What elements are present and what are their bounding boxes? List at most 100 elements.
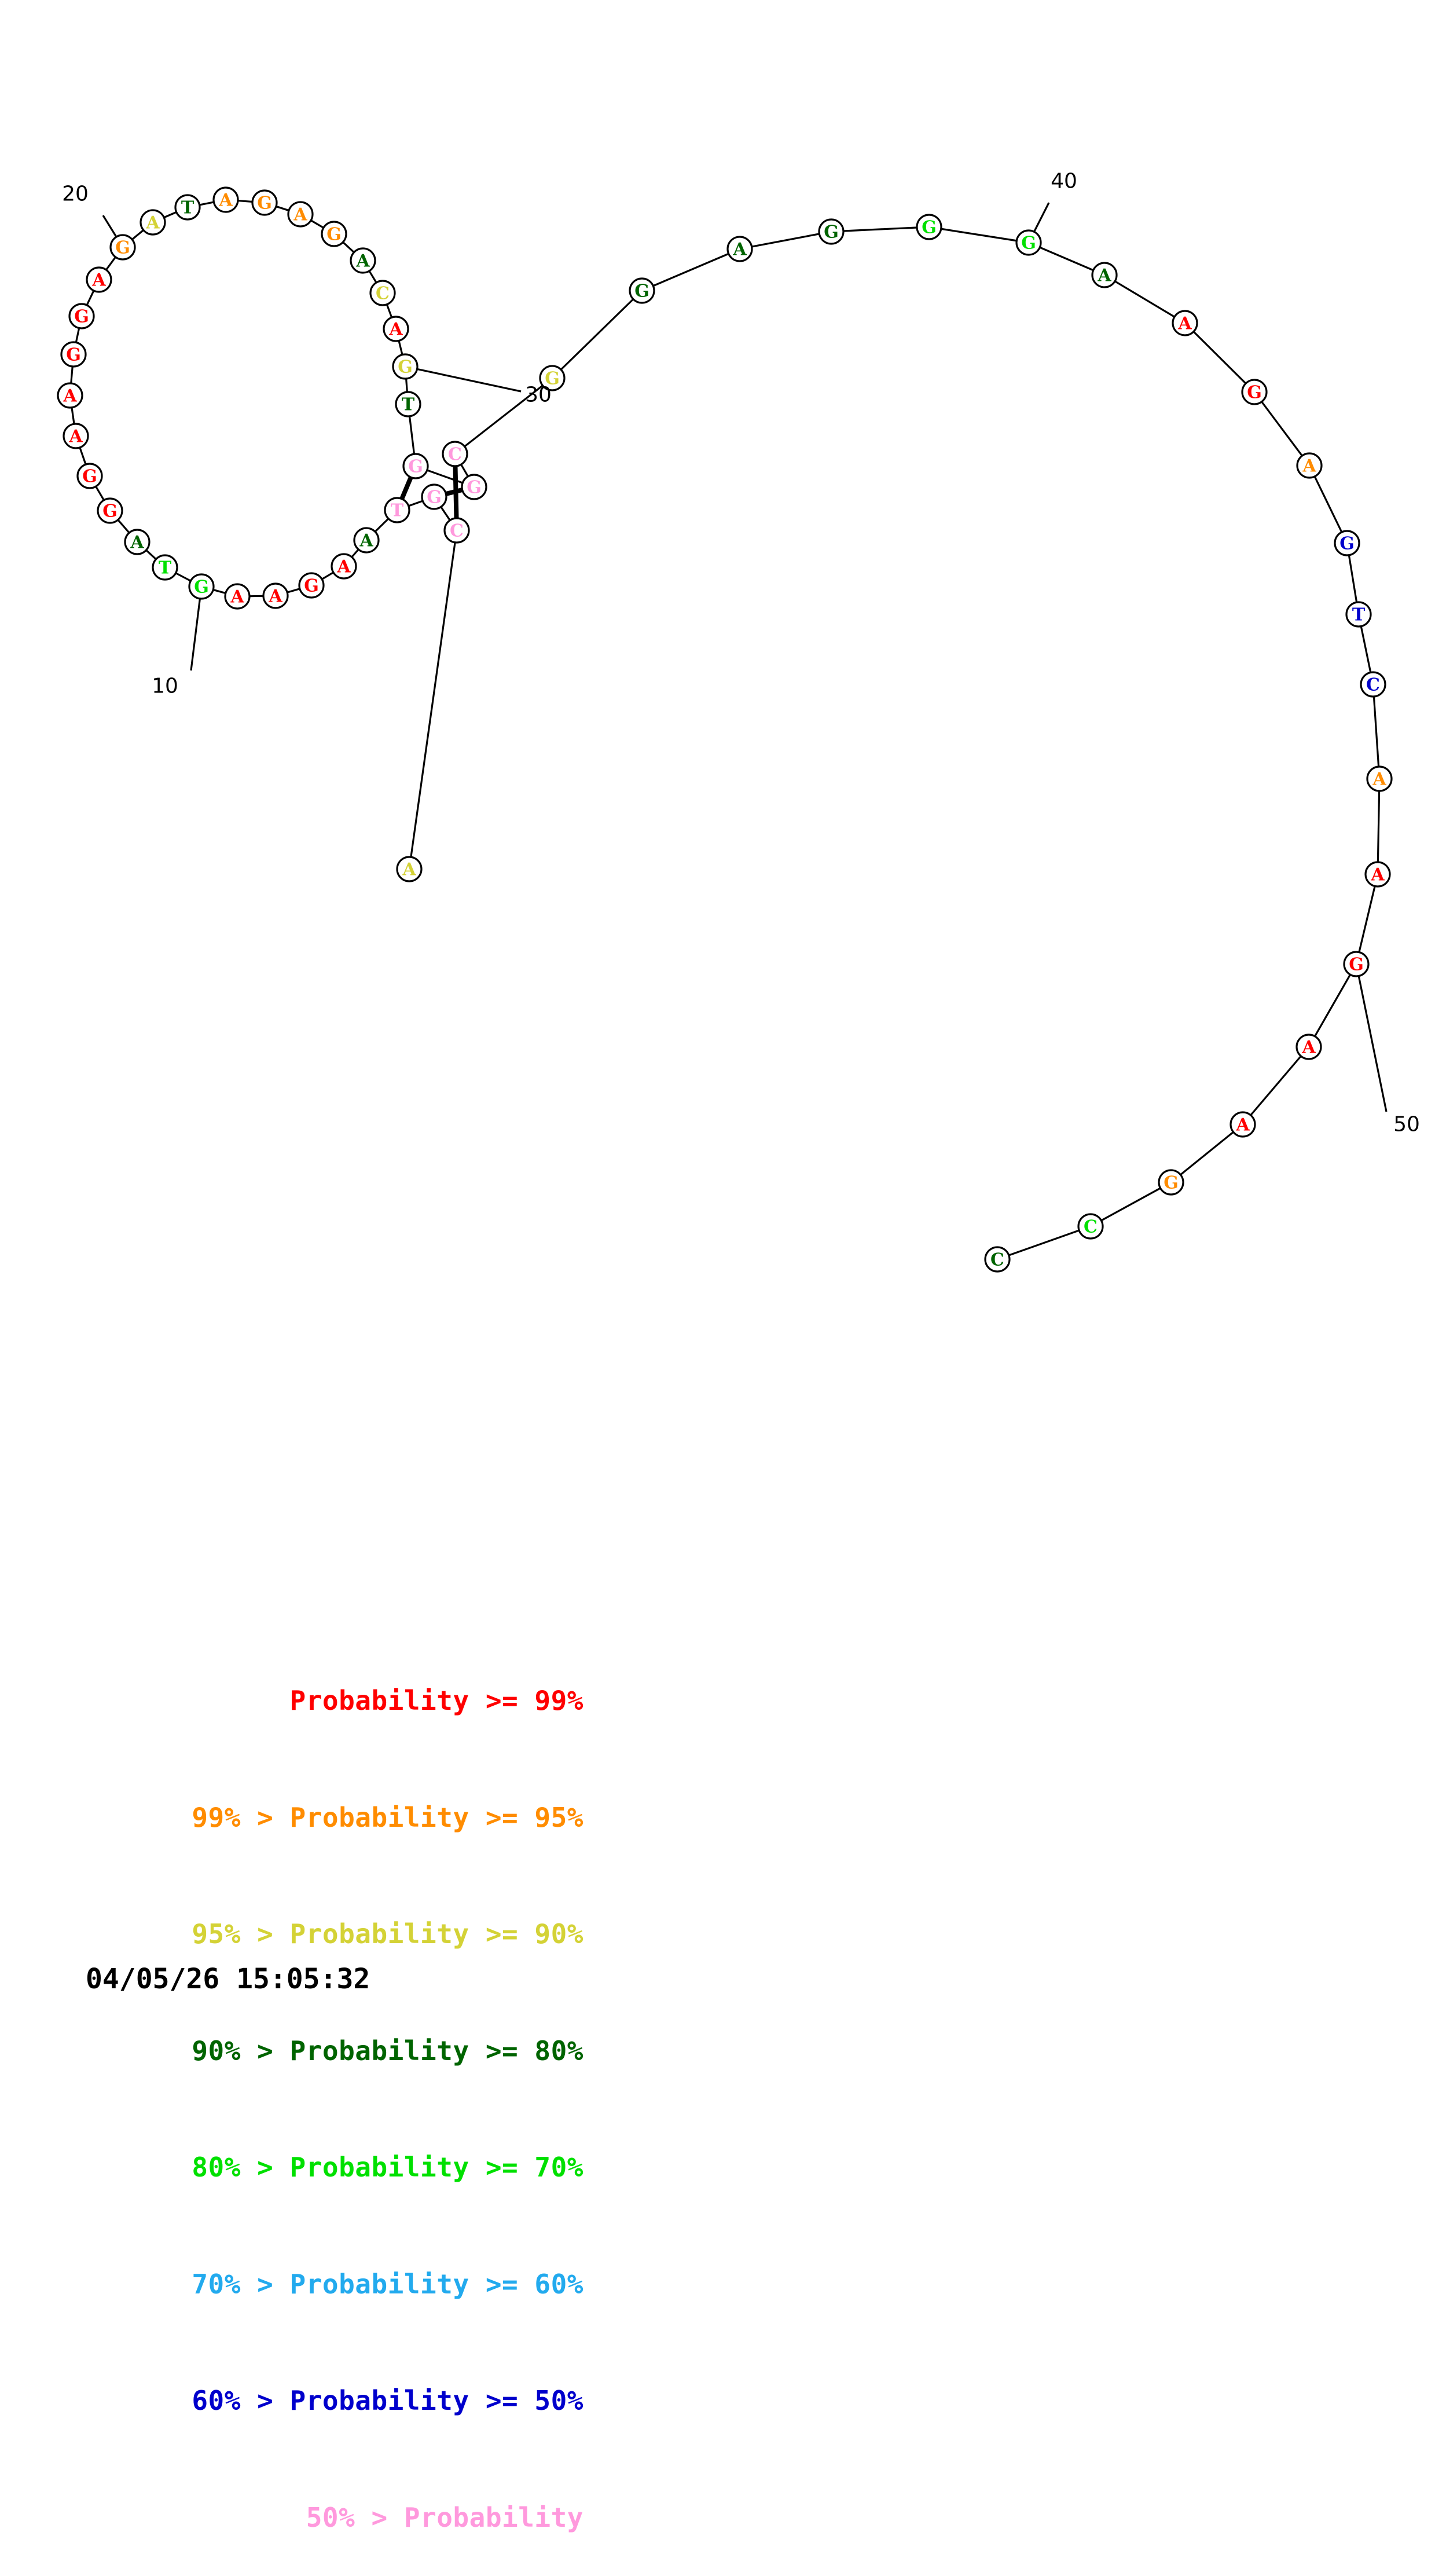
legend-row: Probability >= 99% [86, 1681, 583, 1720]
nucleotide-letter: A [1235, 1115, 1250, 1135]
nucleotide-letter: G [326, 225, 342, 245]
backbone-segment [1115, 281, 1175, 317]
backbone-segment [76, 328, 79, 343]
backbone-segment [164, 212, 176, 217]
nucleotide-letter: G [304, 576, 319, 596]
backbone-segment [375, 519, 388, 532]
nucleotide-letter: G [398, 357, 413, 378]
nucleotide-50[interactable]: G [1344, 952, 1368, 976]
nucleotide-letter: G [634, 281, 649, 302]
nucleotide-16[interactable]: A [58, 383, 82, 408]
nucleotide-26[interactable]: G [322, 222, 346, 246]
backbone-segment [406, 379, 408, 392]
nucleotide-54[interactable]: C [1078, 1214, 1103, 1238]
nucleotide-1[interactable]: A [397, 857, 421, 881]
position-leader-line [1359, 976, 1386, 1112]
nucleotide-33[interactable]: G [462, 475, 486, 499]
nucleotide-11[interactable]: T [153, 555, 177, 580]
backbone-segment [1349, 555, 1356, 603]
nucleotide-10[interactable]: G [189, 574, 214, 599]
nucleotide-13[interactable]: G [98, 499, 122, 523]
nucleotide-31[interactable]: T [396, 392, 420, 416]
nucleotide-48[interactable]: A [1367, 767, 1392, 791]
nucleotide-22[interactable]: T [175, 195, 200, 219]
backbone-segment [441, 507, 450, 520]
nucleotide-51[interactable]: A [1297, 1035, 1321, 1059]
nucleotide-letter: A [402, 860, 416, 880]
nucleotide-36[interactable]: G [630, 279, 654, 303]
nucleotide-30[interactable]: G [393, 354, 417, 379]
nucleotide-40[interactable]: G [1016, 230, 1041, 255]
nucleotide-3[interactable]: G [422, 485, 446, 509]
backbone-segment [399, 340, 402, 354]
nucleotide-letter: G [257, 193, 272, 214]
nucleotide-19[interactable]: A [87, 268, 111, 292]
nucleotide-letter: G [408, 457, 423, 477]
nucleotide-34[interactable]: C [443, 442, 467, 466]
nucleotide-20[interactable]: G [111, 235, 135, 259]
nucleotide-letter: G [194, 577, 209, 598]
nucleotide-letter: G [1349, 955, 1364, 975]
nucleotide-17[interactable]: G [61, 342, 86, 367]
nucleotide-32[interactable]: G [403, 454, 428, 478]
nucleotide-letter: G [82, 467, 97, 487]
nucleotide-24[interactable]: G [252, 190, 277, 215]
nucleotide-12[interactable]: A [125, 530, 149, 554]
nucleotide-52[interactable]: A [1231, 1112, 1255, 1137]
nucleotide-41[interactable]: A [1092, 263, 1117, 287]
nucleotide-43[interactable]: G [1242, 380, 1267, 404]
nucleotide-letter: A [388, 320, 403, 340]
backbone-layer [71, 201, 1379, 1255]
nucleotide-letter: A [732, 240, 747, 260]
nucleotide-letter: G [74, 307, 89, 327]
position-label-50: 50 [1393, 1113, 1420, 1137]
nucleotide-letter: T [159, 558, 172, 578]
nucleotide-44[interactable]: A [1297, 453, 1322, 478]
nucleotide-letter: A [336, 557, 351, 577]
nucleotide-letter: C [448, 445, 462, 465]
nucleotide-letter: A [230, 587, 244, 607]
nucleotide-29[interactable]: A [384, 317, 408, 341]
nucleotide-8[interactable]: A [263, 584, 288, 608]
nucleotide-6[interactable]: A [332, 554, 356, 578]
position-leader-line [417, 369, 521, 391]
backbone-segment [653, 254, 728, 286]
nucleotide-45[interactable]: G [1335, 531, 1359, 555]
nucleotide-25[interactable]: A [288, 202, 313, 226]
backbone-segment [1194, 332, 1246, 383]
nucleotide-5[interactable]: A [354, 528, 379, 552]
backbone-segment [410, 416, 414, 454]
nucleotide-27[interactable]: A [351, 248, 375, 273]
timestamp: 04/05/26 15:05:32 [86, 1963, 370, 1995]
nucleotide-15[interactable]: A [64, 424, 88, 448]
nucleotide-47[interactable]: C [1361, 672, 1385, 697]
position-leader-line [191, 599, 200, 670]
nucleotide-42[interactable]: A [1173, 311, 1197, 335]
position-label-20: 20 [62, 182, 89, 206]
legend-row: 95% > Probability >= 90% [86, 1915, 583, 1954]
nucleotide-23[interactable]: A [214, 188, 238, 212]
nucleotide-28[interactable]: C [370, 281, 395, 305]
nucleotide-49[interactable]: A [1366, 862, 1390, 886]
nucleotide-21[interactable]: A [141, 210, 165, 234]
probability-legend: Probability >= 99% 99% > Probability >= … [86, 1604, 583, 2576]
nucleotide-37[interactable]: A [728, 237, 752, 261]
backbone-segment [1374, 697, 1378, 767]
nucleotide-46[interactable]: T [1346, 602, 1371, 626]
nucleotide-9[interactable]: A [225, 584, 249, 609]
nucleotide-14[interactable]: G [78, 464, 102, 488]
nucleotide-letter: T [391, 501, 404, 521]
nucleotide-4[interactable]: T [385, 498, 409, 522]
nucleotide-7[interactable]: G [299, 573, 324, 598]
nucleotide-53[interactable]: G [1159, 1170, 1183, 1194]
nucleotide-18[interactable]: G [69, 304, 94, 328]
nucleotide-38[interactable]: G [819, 219, 843, 244]
nucleotide-letter: G [1021, 233, 1036, 254]
backbone-segment [146, 550, 156, 559]
nucleotide-39[interactable]: G [917, 215, 941, 239]
nucleotide-2[interactable]: C [445, 518, 469, 543]
position-label-10: 10 [152, 675, 178, 698]
backbone-segment [71, 367, 72, 383]
nucleotide-55[interactable]: C [985, 1247, 1010, 1271]
